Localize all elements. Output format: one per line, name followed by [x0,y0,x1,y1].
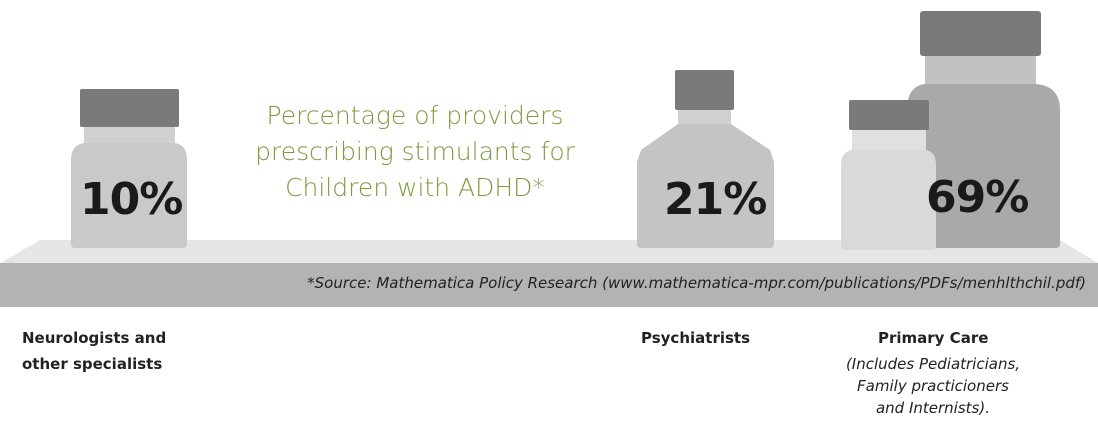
chart-title-line-3: Children with ADHD* [285,173,545,202]
category-neurologists: Neurologists and other specialists [22,325,166,377]
primary-care-note-line-2: Family practicioners [857,377,1009,395]
bottle-primary-care-small-neck [852,130,926,150]
bottle-psychiatrists-cap [675,70,734,110]
bottle-neurologists-body [71,143,187,248]
bottle-neurologists-cap [80,89,179,127]
value-label-neurologists: 10% [80,174,183,225]
bottle-primary-care-small-body [841,150,936,250]
category-primary-care: Primary Care [878,329,989,347]
bottle-primary-care-small-cap [849,100,929,130]
bottle-primary-care-large-neck [925,56,1036,84]
shelf-top [0,240,1098,263]
bottle-primary-care-small [841,100,936,250]
bottle-primary-care-large [907,11,1060,248]
primary-care-note: (Includes Pediatricians, Family practici… [808,353,1058,419]
category-neurologists-line-2: other specialists [22,355,163,373]
bottle-primary-care-large-cap [920,11,1041,56]
primary-care-note-line-3: and Internists). [875,399,990,417]
value-label-primary-care: 69% [926,172,1029,223]
chart-title: Percentage of providers prescribing stim… [220,98,610,206]
chart-title-line-1: Percentage of providers [266,101,564,130]
category-neurologists-line-1: Neurologists and [22,329,167,347]
source-note: *Source: Mathematica Policy Research (ww… [307,274,1086,292]
bottle-psychiatrists-body [637,124,774,248]
category-psychiatrists: Psychiatrists [641,329,751,347]
bottle-neurologists [71,89,187,248]
chart-title-line-2: prescribing stimulants for [255,137,575,166]
bottle-primary-care-large-body [907,84,1060,248]
bottle-psychiatrists-neck [678,110,731,124]
bottle-neurologists-neck [84,127,175,143]
shelf-band [0,263,1098,307]
bottle-psychiatrists [637,70,774,248]
value-label-psychiatrists: 21% [664,174,767,225]
primary-care-note-line-1: (Includes Pediatricians, [845,355,1021,373]
